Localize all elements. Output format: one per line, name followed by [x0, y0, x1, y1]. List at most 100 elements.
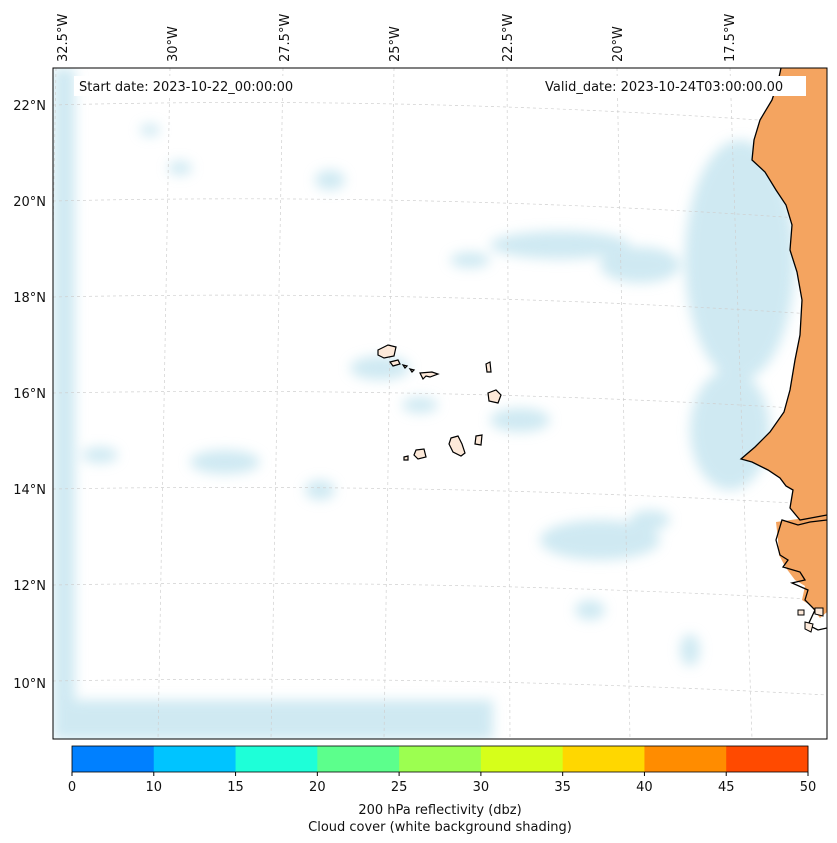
colorbar-segment: [235, 746, 318, 772]
valid-date-box: [540, 76, 806, 96]
cloud-patch: [168, 161, 192, 175]
land-africa: [739, 68, 827, 633]
colorbar-segment: [562, 746, 645, 772]
graticule-line-lat-18: [53, 294, 827, 316]
lat-label: 18°N: [13, 291, 46, 306]
colorbar-tick-label: 35: [554, 780, 571, 795]
lon-label: 17.5°W: [723, 14, 738, 62]
latitude-labels: 22°N 20°N 18°N 16°N 14°N 12°N 10°N: [13, 99, 46, 692]
colorbar-segment: [317, 746, 400, 772]
islands-cape-verde: [377, 344, 502, 461]
graticule-line-lat-22: [53, 102, 827, 126]
lat-label: 12°N: [13, 579, 46, 594]
graticule-line-lon-17-5: [729, 68, 753, 739]
cloud-patch: [190, 450, 260, 474]
island-brava: [403, 455, 409, 461]
colorbar-segment: [480, 746, 564, 772]
lon-label: 27.5°W: [278, 14, 293, 62]
lat-label: 16°N: [13, 387, 46, 402]
island-small: [408, 368, 416, 373]
cloud-patch: [630, 510, 670, 530]
colorbar-ticks: 0 10 15 20 25 30 35 40 45 50: [68, 772, 816, 795]
cloud-patch: [305, 480, 335, 500]
cloud-patch: [575, 600, 605, 620]
cloud-patch: [540, 520, 660, 560]
island-boa-vista: [487, 389, 502, 404]
cloud-patch: [53, 700, 493, 739]
graticule-line-lon-20: [616, 68, 631, 739]
graticule: [53, 68, 827, 739]
graticule-line-lat-16: [53, 391, 827, 411]
cloud-cover-shading: [53, 68, 795, 739]
islands-bijagos: [797, 607, 824, 633]
graticule-line-lon-30: [157, 68, 171, 739]
island-fogo: [413, 448, 427, 460]
graticule-line-lat-20: [53, 198, 827, 221]
africa-coast-south: [776, 515, 827, 618]
colorbar-segment: [399, 746, 482, 772]
cloud-patch: [140, 124, 160, 136]
colorbar-tick-label: 45: [718, 780, 735, 795]
cloud-patch: [315, 170, 345, 190]
graticule-line-lat-14: [53, 487, 827, 506]
cloud-patch: [490, 408, 550, 432]
island-santiago: [448, 435, 466, 457]
cloud-patch: [490, 231, 630, 259]
colorbar-label-line2: Cloud cover (white background shading): [308, 820, 572, 835]
graticule-line-lon-25: [383, 68, 395, 739]
map-plot-area: [53, 68, 827, 739]
colorbar-segment: [644, 746, 727, 772]
lon-label: 30°W: [166, 26, 181, 62]
lon-label: 25°W: [388, 26, 403, 62]
cloud-patch: [350, 356, 410, 380]
cloud-patch: [82, 447, 118, 463]
colorbar-segment: [72, 746, 155, 772]
island-maio: [474, 434, 483, 446]
lon-label: 32.5°W: [56, 14, 71, 62]
graticule-line-lon-22-5: [506, 68, 511, 739]
start-date-box: [74, 76, 312, 96]
island-sal: [485, 361, 492, 373]
lat-label: 14°N: [13, 483, 46, 498]
africa-coastline: [739, 68, 827, 521]
colorbar-frame: [71, 745, 809, 773]
cloud-patch: [600, 247, 680, 283]
lon-label: 22.5°W: [501, 14, 516, 62]
colorbar: 0 10 15 20 25 30 35 40 45 50 200 hPa reflectivity…: [68, 745, 816, 835]
island-santo-antao: [377, 344, 397, 359]
lat-label: 10°N: [13, 677, 46, 692]
colorbar-tick-label: 50: [800, 780, 817, 795]
graticule-line-lat-12: [53, 582, 827, 601]
lat-label: 20°N: [13, 195, 46, 210]
colorbar-tick-label: 25: [391, 780, 408, 795]
lon-label: 20°W: [611, 26, 626, 62]
map-frame: [52, 67, 828, 740]
colorbar-tick-label: 40: [636, 780, 653, 795]
africa-coast-north: [741, 68, 827, 520]
cloud-patch: [690, 370, 770, 490]
cloud-patch: [53, 68, 75, 739]
colorbar-segment: [726, 746, 809, 772]
lat-label: 22°N: [13, 99, 46, 114]
colorbar-tick-label: 0: [68, 780, 76, 795]
valid-date-label: Valid_date: 2023-10-24T03:00:00.00: [545, 80, 783, 95]
graticule-line-lat-10: [53, 678, 827, 696]
cloud-patch: [402, 397, 438, 413]
colorbar-tick-label: 10: [146, 780, 163, 795]
island-sao-vicente: [388, 359, 401, 367]
colorbar-tick-label: 15: [227, 780, 244, 795]
colorbar-label-line1: 200 hPa reflectivity (dbz): [358, 803, 521, 818]
colorbar-tick-label: 20: [309, 780, 326, 795]
africa-coastline-south: [775, 519, 827, 631]
cloud-patch: [685, 140, 795, 380]
cloud-patch: [680, 634, 700, 666]
graticule-line-lon-27-5: [270, 68, 284, 739]
start-date-label: Start date: 2023-10-22_00:00:00: [79, 80, 293, 95]
island-sao-nicolau: [419, 371, 440, 381]
cloud-patch: [450, 252, 490, 268]
island-santa-luzia: [401, 364, 409, 369]
longitude-labels: 32.5°W 30°W 27.5°W 25°W 22.5°W 20°W 17.5…: [56, 14, 738, 62]
colorbar-segments: [72, 746, 809, 772]
colorbar-tick-label: 30: [473, 780, 490, 795]
